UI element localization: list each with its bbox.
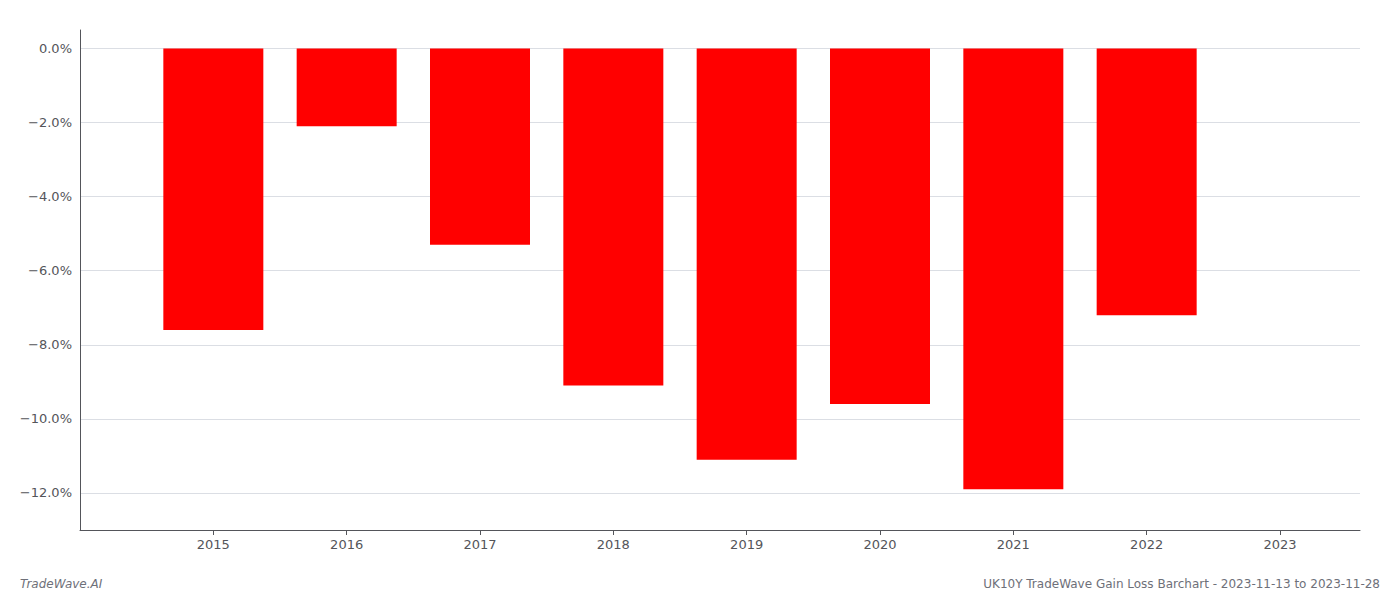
svg-text:2016: 2016 xyxy=(330,537,363,552)
svg-text:−6.0%: −6.0% xyxy=(28,263,72,278)
svg-text:−10.0%: −10.0% xyxy=(20,411,72,426)
svg-text:−4.0%: −4.0% xyxy=(28,189,72,204)
svg-text:2021: 2021 xyxy=(997,537,1030,552)
svg-text:−2.0%: −2.0% xyxy=(28,115,72,130)
svg-text:2018: 2018 xyxy=(597,537,630,552)
svg-text:2017: 2017 xyxy=(463,537,496,552)
svg-text:2023: 2023 xyxy=(1263,537,1296,552)
svg-text:2022: 2022 xyxy=(1130,537,1163,552)
svg-text:−12.0%: −12.0% xyxy=(20,485,72,500)
svg-text:2015: 2015 xyxy=(197,537,230,552)
svg-text:−8.0%: −8.0% xyxy=(28,337,72,352)
svg-text:TradeWave.AI: TradeWave.AI xyxy=(20,577,103,591)
svg-text:0.0%: 0.0% xyxy=(39,41,72,56)
svg-text:2019: 2019 xyxy=(730,537,763,552)
svg-text:UK10Y TradeWave Gain Loss Barc: UK10Y TradeWave Gain Loss Barchart - 202… xyxy=(983,577,1380,591)
svg-text:2020: 2020 xyxy=(863,537,896,552)
